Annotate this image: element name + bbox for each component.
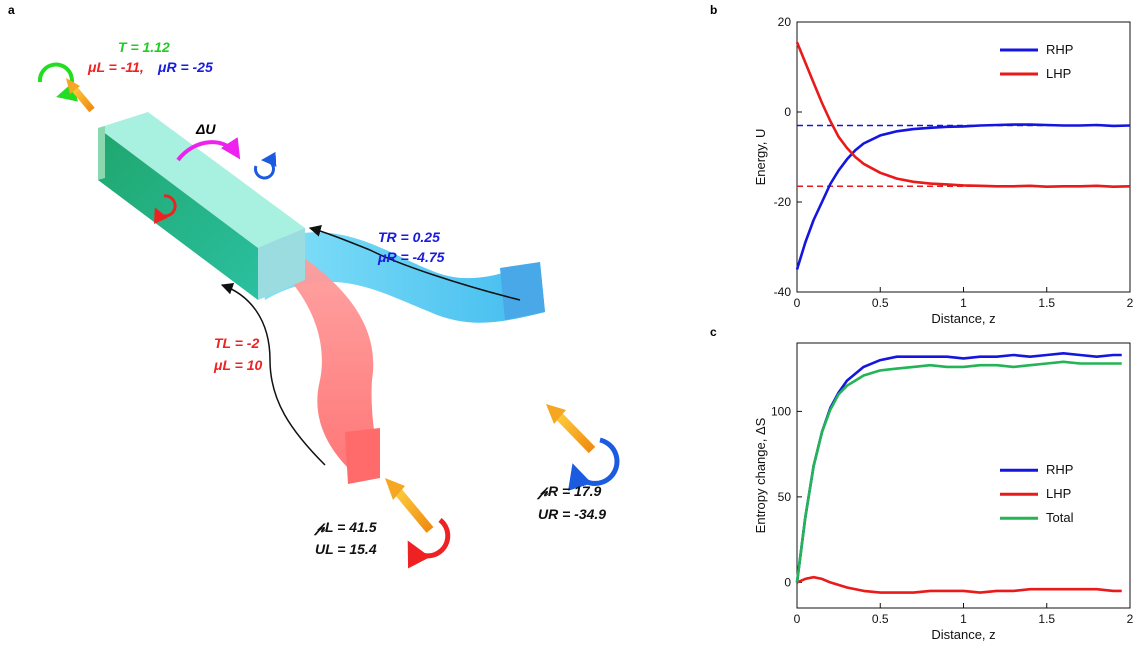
x-tick-label: 1.5 [1038,296,1055,310]
legend-label-rhp: RHP [1046,42,1073,57]
series-line-total [795,360,1122,583]
energy-chart: 0 0.5 1 1.5 2 -40 -20 0 20 Distance, z Energy, U RH… [753,15,1134,326]
panel-label-b: b [710,3,717,17]
legend: RHP LHP Total [1000,462,1074,525]
series-line-lhp [796,575,1122,594]
y-axis-label: Energy, U [753,129,768,186]
left-branch-tube [258,252,380,470]
right-input-photon-icon [546,404,620,491]
left-energy-label: UL = 15.4 [315,541,377,557]
output-mu-right-label: μR = -25 [157,59,213,75]
y-tick-label: -40 [774,285,792,299]
blue-rotation-icon [254,151,277,180]
main-bar-top [98,112,305,248]
x-axis-label: Distance, z [931,311,995,326]
delta-u-label: ΔU [195,121,216,137]
left-mu-label: μL = 10 [213,357,262,373]
main-bar-front [98,128,258,300]
x-tick-label: 1 [960,612,967,626]
y-tick-label: 0 [784,575,791,589]
right-flow-arrow [308,224,521,301]
legend: RHP LHP [1000,42,1073,81]
panel-label-c: c [710,325,717,339]
y-tick-label: 100 [771,404,791,418]
x-tick-label: 1 [960,296,967,310]
x-tick-label: 0 [794,612,801,626]
series-line-rhp [795,123,1131,270]
x-tick-label: 0 [794,296,801,310]
x-tick-label: 2 [1127,612,1134,626]
left-momentum-label: 𝓅L = 41.5 [313,519,377,536]
right-mu-label: μR = -4.75 [377,249,445,265]
main-bar-end [98,126,105,180]
y-tick-label: -20 [774,195,792,209]
x-axis-label: Distance, z [931,627,995,642]
output-mu-left-label: μL = -11, [87,59,144,75]
delta-u-arrow [176,137,241,162]
right-energy-label: UR = -34.9 [538,506,606,522]
x-tick-label: 1.5 [1038,612,1055,626]
right-branch-end [500,262,545,320]
right-momentum-label: 𝓅R = 17.9 [536,483,602,500]
schematic: ΔU T = 1.12 μL = -11, μR = -25 TR = 0.25… [37,39,620,569]
red-rotation-icon [154,194,177,225]
y-tick-label: 50 [778,490,792,504]
y-tick-label: 0 [784,105,791,119]
output-photon-icon [37,62,95,113]
main-bar-side [258,228,305,300]
output-temperature-label: T = 1.12 [118,39,170,55]
x-tick-label: 2 [1127,296,1134,310]
left-input-photon-icon [385,478,451,569]
series-line-lhp [795,41,1131,188]
entropy-chart: 0 0.5 1 1.5 2 0 50 100 Distance, z Entropy change… [753,342,1134,642]
legend-label-rhp: RHP [1046,462,1073,477]
x-tick-label: 0.5 [872,612,889,626]
right-temperature-label: TR = 0.25 [378,229,440,245]
left-branch-end [345,428,380,484]
legend-label-lhp: LHP [1046,486,1071,501]
plot-frame [796,21,1131,293]
x-tick-label: 0.5 [872,296,889,310]
left-temperature-label: TL = -2 [214,335,259,351]
y-axis-label: Entropy change, ΔS [753,417,768,533]
right-branch-tube [255,232,545,323]
y-tick-label: 20 [778,15,792,29]
left-flow-arrow [220,282,326,466]
legend-label-total: Total [1046,510,1074,525]
panel-label-a: a [8,3,15,17]
legend-label-lhp: LHP [1046,66,1071,81]
